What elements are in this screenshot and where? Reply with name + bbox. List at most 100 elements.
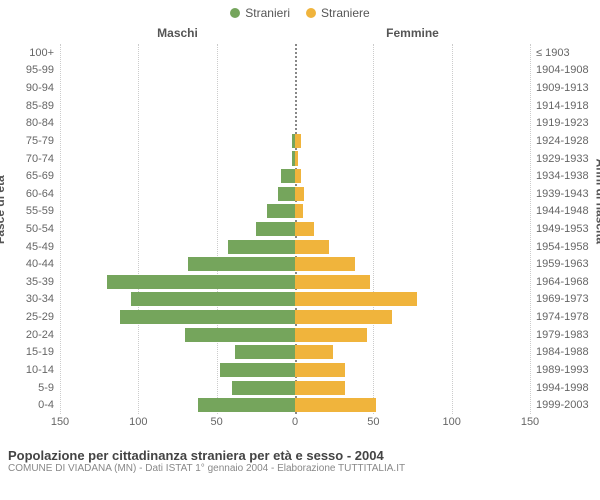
legend-dot-female: [306, 8, 316, 18]
plot-area: 100+≤ 190395-991904-190890-941909-191385…: [60, 44, 530, 414]
age-label: 60-64: [26, 188, 60, 200]
chart-row: 25-291974-1978: [60, 308, 530, 326]
chart-row: 50-541949-1953: [60, 220, 530, 238]
header-female: Femmine: [386, 26, 439, 40]
column-headers: Maschi Femmine: [0, 26, 600, 44]
bar-female: [295, 328, 367, 342]
bar-male: [185, 328, 295, 342]
chart-row: 20-241979-1983: [60, 326, 530, 344]
x-tick-label: 50: [211, 416, 223, 428]
bar-female: [295, 275, 370, 289]
bar-female: [295, 363, 345, 377]
bar-male: [220, 363, 295, 377]
chart-row: 10-141989-1993: [60, 361, 530, 379]
legend: Stranieri Straniere: [0, 0, 600, 26]
header-male: Maschi: [157, 26, 198, 40]
bar-male: [188, 257, 295, 271]
y-axis-right-title: Anni di nascita: [593, 159, 600, 244]
birth-year-label: 1944-1948: [530, 205, 589, 217]
bar-female: [295, 169, 301, 183]
chart-row: 90-941909-1913: [60, 79, 530, 97]
age-label: 50-54: [26, 223, 60, 235]
birth-year-label: 1929-1933: [530, 153, 589, 165]
birth-year-label: 1909-1913: [530, 82, 589, 94]
chart-row: 60-641939-1943: [60, 185, 530, 203]
x-axis: 15010050050100150: [60, 414, 530, 444]
chart-title: Popolazione per cittadinanza straniera p…: [8, 448, 592, 463]
birth-year-label: 1969-1973: [530, 293, 589, 305]
chart-subtitle: COMUNE DI VIADANA (MN) - Dati ISTAT 1° g…: [8, 463, 592, 474]
age-label: 0-4: [38, 399, 60, 411]
bar-female: [295, 187, 304, 201]
chart-row: 85-891914-1918: [60, 97, 530, 115]
bar-male: [256, 222, 295, 236]
age-label: 65-69: [26, 170, 60, 182]
chart-row: 0-41999-2003: [60, 396, 530, 414]
chart-row: 5-91994-1998: [60, 379, 530, 397]
chart-row: 100+≤ 1903: [60, 44, 530, 62]
age-label: 70-74: [26, 153, 60, 165]
birth-year-label: 1939-1943: [530, 188, 589, 200]
bar-female: [295, 310, 392, 324]
bar-male: [228, 240, 295, 254]
birth-year-label: 1959-1963: [530, 258, 589, 270]
chart-row: 80-841919-1923: [60, 114, 530, 132]
age-label: 10-14: [26, 364, 60, 376]
birth-year-label: 1904-1908: [530, 64, 589, 76]
y-axis-left-title: Fasce di età: [0, 175, 7, 244]
bar-female: [295, 151, 298, 165]
birth-year-label: 1989-1993: [530, 364, 589, 376]
chart-row: 40-441959-1963: [60, 255, 530, 273]
age-label: 55-59: [26, 205, 60, 217]
bar-male: [198, 398, 295, 412]
x-tick-label: 100: [442, 416, 460, 428]
age-label: 20-24: [26, 329, 60, 341]
age-label: 30-34: [26, 293, 60, 305]
x-tick-label: 0: [292, 416, 298, 428]
birth-year-label: 1924-1928: [530, 135, 589, 147]
bar-male: [267, 204, 295, 218]
age-label: 5-9: [38, 382, 60, 394]
chart-row: 15-191984-1988: [60, 344, 530, 362]
bar-female: [295, 134, 301, 148]
birth-year-label: 1954-1958: [530, 241, 589, 253]
chart-row: 95-991904-1908: [60, 62, 530, 80]
x-tick-label: 100: [129, 416, 147, 428]
birth-year-label: 1979-1983: [530, 329, 589, 341]
bar-female: [295, 398, 376, 412]
legend-label-male: Stranieri: [245, 6, 290, 20]
legend-item-female: Straniere: [306, 6, 370, 20]
age-label: 40-44: [26, 258, 60, 270]
age-label: 45-49: [26, 241, 60, 253]
chart-row: 35-391964-1968: [60, 273, 530, 291]
chart-row: 30-341969-1973: [60, 291, 530, 309]
bar-female: [295, 204, 303, 218]
bar-male: [232, 381, 295, 395]
birth-year-label: 1974-1978: [530, 311, 589, 323]
bar-male: [235, 345, 295, 359]
bar-male: [120, 310, 295, 324]
birth-year-label: ≤ 1903: [530, 47, 570, 59]
x-tick-label: 150: [521, 416, 539, 428]
birth-year-label: 1934-1938: [530, 170, 589, 182]
bar-female: [295, 222, 314, 236]
chart-row: 70-741929-1933: [60, 150, 530, 168]
chart-row: 75-791924-1928: [60, 132, 530, 150]
bar-female: [295, 240, 329, 254]
bar-female: [295, 257, 355, 271]
birth-year-label: 1949-1953: [530, 223, 589, 235]
birth-year-label: 1994-1998: [530, 382, 589, 394]
chart-area: Fasce di età Anni di nascita 100+≤ 19039…: [0, 44, 600, 444]
bar-male: [278, 187, 295, 201]
footer: Popolazione per cittadinanza straniera p…: [0, 444, 600, 474]
age-label: 90-94: [26, 82, 60, 94]
age-label: 75-79: [26, 135, 60, 147]
chart-row: 45-491954-1958: [60, 238, 530, 256]
age-label: 100+: [29, 47, 60, 59]
age-label: 25-29: [26, 311, 60, 323]
birth-year-label: 1919-1923: [530, 117, 589, 129]
chart-row: 65-691934-1938: [60, 167, 530, 185]
birth-year-label: 1964-1968: [530, 276, 589, 288]
age-label: 80-84: [26, 117, 60, 129]
birth-year-label: 1914-1918: [530, 100, 589, 112]
